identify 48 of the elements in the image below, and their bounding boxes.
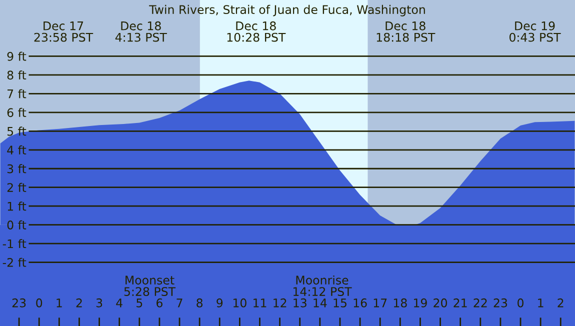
annotation: Dec 18 18:18 PST [376, 21, 436, 42]
y-tick-label: 4 ft [7, 145, 26, 154]
x-tick-label: 0 [518, 298, 524, 308]
y-tick-label: 8 ft [7, 70, 26, 80]
y-tick-label: 9 ft [7, 52, 26, 61]
x-tick-label: 10 [233, 298, 246, 308]
x-tick-label: 13 [294, 298, 306, 308]
y-tick-label: 7 ft [8, 89, 26, 98]
x-tick-label: 14 [314, 298, 327, 308]
annotation: Dec 18 10:28 PST [227, 21, 286, 42]
x-tick-label: 21 [454, 298, 467, 308]
x-tick-label: 8 [196, 298, 203, 308]
chart-title: Twin Rivers, Strait of Juan de Fuca, Washington [149, 4, 425, 16]
annotation: Dec 19 0:43 PST [509, 21, 561, 42]
annotation: Moonrise 14:12 PST [294, 275, 352, 296]
x-tick-label: 16 [354, 298, 367, 308]
x-tick-label: 15 [334, 298, 346, 308]
x-tick-label: 20 [434, 298, 448, 308]
x-tick-label: 5 [136, 298, 142, 308]
y-tick-label: 6 ft [7, 108, 26, 118]
x-tick-label: 6 [156, 298, 162, 308]
y-tick-label: 1 ft [8, 202, 26, 211]
x-tick-label: 0 [36, 298, 42, 308]
x-tick-label: 19 [414, 298, 427, 308]
y-tick-label: -2 ft [2, 258, 26, 267]
x-tick-label: 22 [474, 298, 487, 308]
y-tick-label: 0 ft [7, 220, 26, 230]
y-tick-label: 5 ft [7, 126, 26, 136]
x-tick-label: 1 [538, 298, 544, 308]
x-tick-label: 3 [96, 298, 102, 308]
x-tick-label: 2 [76, 298, 82, 308]
x-tick-label: 9 [216, 298, 223, 308]
x-tick-label: 12 [274, 298, 286, 308]
x-tick-label: 18 [394, 298, 407, 308]
x-tick-label: 17 [374, 298, 387, 308]
y-tick-label: -1 ft [2, 239, 26, 248]
annotation: Moonset 5:28 PST [124, 276, 176, 296]
x-tick-label: 11 [254, 298, 266, 308]
y-tick-label: 3 ft [7, 164, 26, 174]
annotation: Dec 18 4:13 PST [115, 21, 167, 42]
x-tick-label: 1 [56, 298, 62, 308]
x-tick-label: 2 [558, 298, 564, 308]
x-tick-label: 7 [176, 298, 182, 308]
x-tick-label: 4 [116, 298, 122, 308]
x-tick-label: 23 [12, 298, 26, 308]
x-tick-label: 23 [494, 298, 508, 308]
annotation: Dec 17 23:58 PST [34, 22, 94, 42]
y-tick-label: 2 ft [7, 182, 26, 192]
